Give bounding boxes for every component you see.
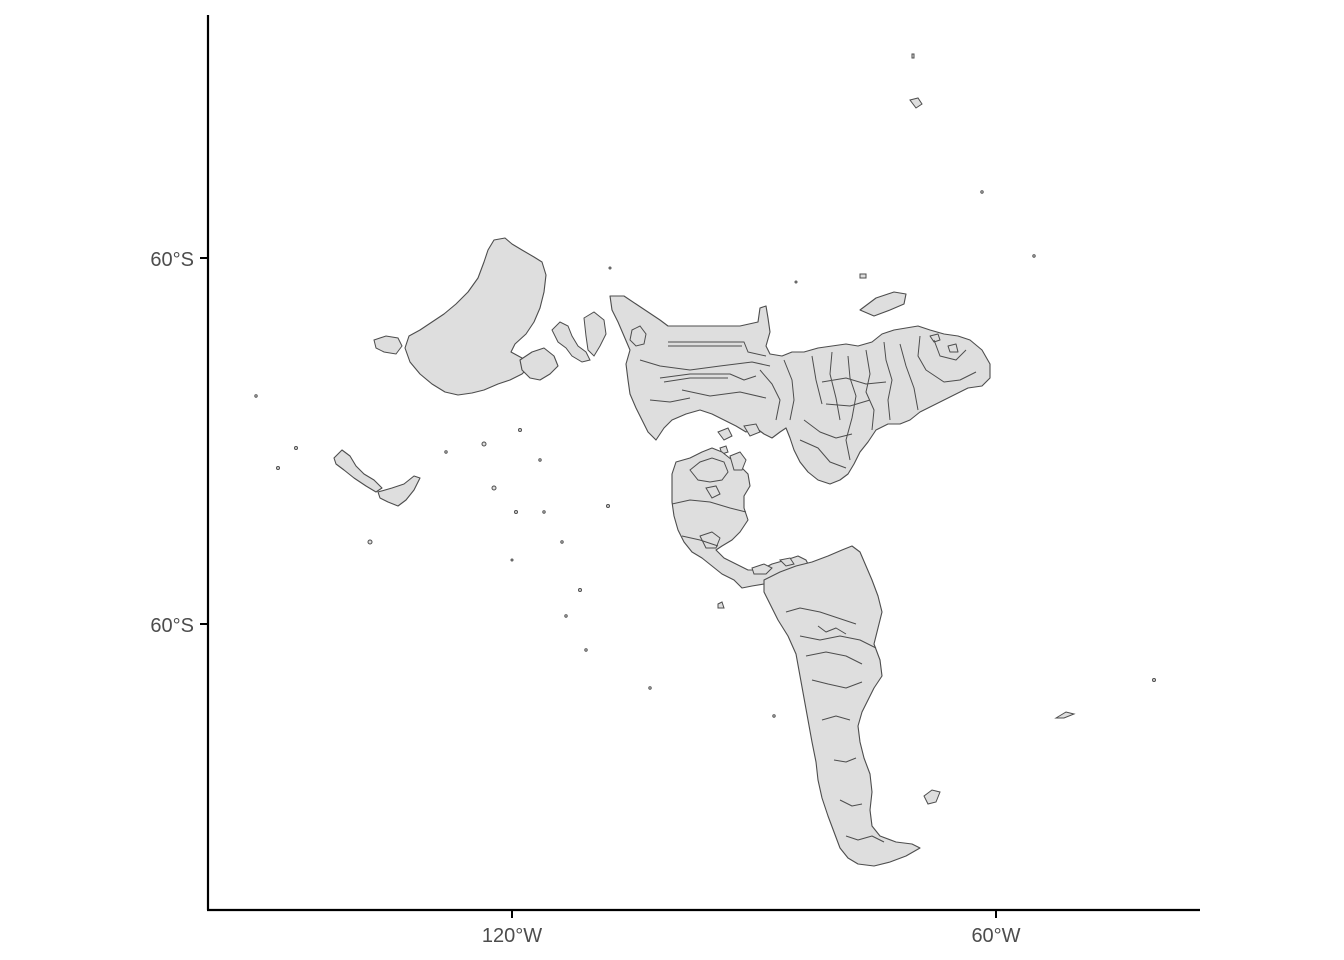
china-border — [659, 373, 757, 383]
caribbean-islands — [717, 557, 795, 609]
small-islands-top — [859, 53, 923, 279]
india-lakes — [929, 333, 959, 353]
south-america — [763, 545, 921, 867]
new-guinea — [519, 347, 559, 381]
y-tick-label-lower: 60°S — [150, 615, 194, 637]
falklands — [923, 789, 941, 805]
asia-internal-borders — [639, 359, 795, 421]
south-america-borders — [785, 607, 885, 843]
africa-borders — [799, 335, 977, 469]
japan — [629, 325, 647, 347]
x-tick-label-120w: 120°W — [482, 925, 542, 947]
madagascar — [859, 291, 907, 317]
us-canada-border — [671, 499, 747, 513]
sea-islands — [717, 423, 761, 455]
philippines — [583, 311, 607, 357]
canadian-arctic-islands — [689, 451, 747, 499]
asia-europe — [609, 295, 991, 485]
hudson-bay — [699, 531, 721, 549]
mexico-border — [681, 535, 719, 547]
pacific-islets — [254, 190, 1156, 718]
south-georgia — [1054, 711, 1076, 719]
x-tick-label-60w: 60°W — [971, 925, 1020, 947]
indonesia-islands — [551, 321, 591, 363]
new-zealand-north — [333, 449, 383, 493]
y-tick-label-upper: 60°S — [150, 249, 194, 271]
tasmania — [373, 335, 403, 355]
land-layer — [254, 53, 1156, 867]
australia — [404, 237, 547, 396]
new-zealand-south — [377, 475, 421, 507]
russia-border — [668, 341, 767, 357]
